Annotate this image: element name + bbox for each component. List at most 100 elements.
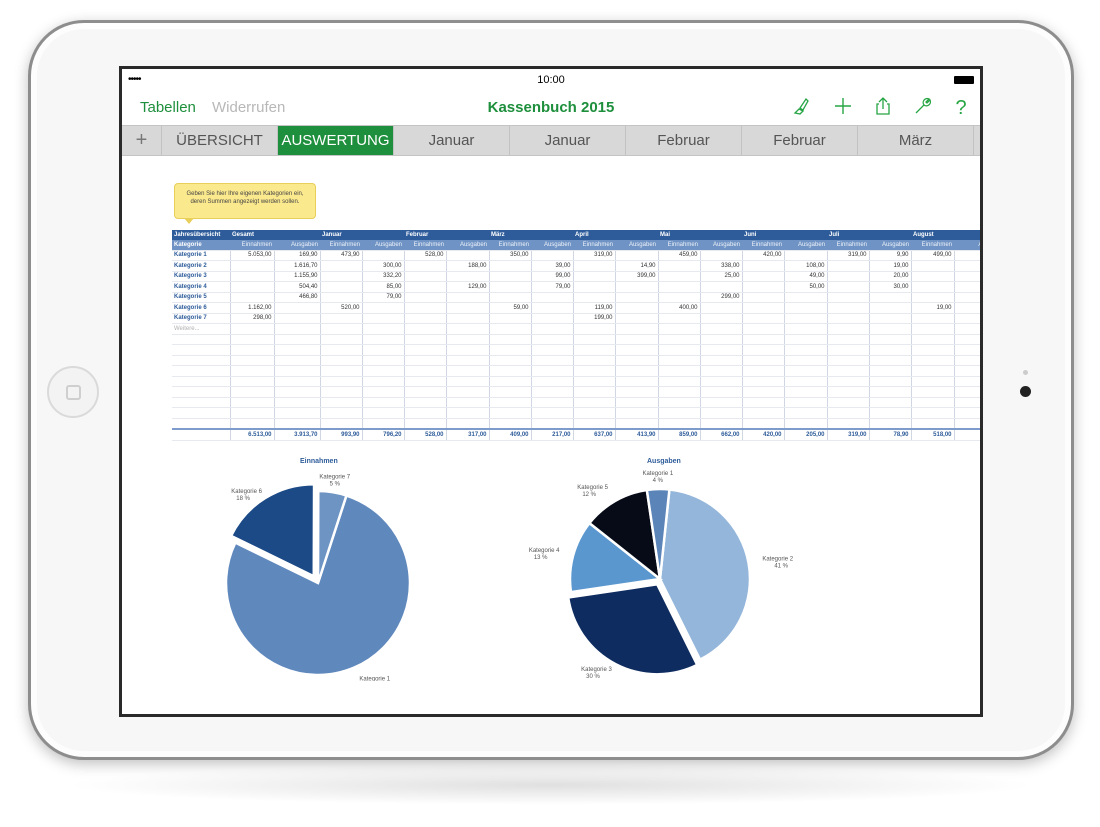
empty-cell[interactable] xyxy=(230,376,275,387)
einnahmen-pie-chart[interactable]: Kategorie 178 %Kategorie 618 %Kategorie … xyxy=(180,441,500,690)
empty-cell[interactable] xyxy=(615,386,659,398)
value-cell[interactable] xyxy=(274,313,321,324)
empty-cell[interactable] xyxy=(826,376,870,387)
empty-cell[interactable] xyxy=(362,386,405,398)
value-cell[interactable]: 85,00 xyxy=(362,281,405,293)
value-cell[interactable] xyxy=(615,313,659,324)
value-cell[interactable]: 59,00 xyxy=(488,302,532,314)
value-cell[interactable] xyxy=(826,281,870,293)
value-cell[interactable] xyxy=(784,302,828,314)
empty-cell[interactable] xyxy=(741,397,785,408)
empty-cell[interactable] xyxy=(784,397,828,408)
value-cell[interactable] xyxy=(319,313,363,324)
empty-cell[interactable] xyxy=(531,397,574,408)
value-cell[interactable]: 1.616,70 xyxy=(274,260,321,272)
empty-cell[interactable] xyxy=(230,407,275,419)
empty-cell[interactable] xyxy=(954,397,980,408)
empty-cell[interactable] xyxy=(488,418,532,429)
empty-cell[interactable] xyxy=(910,407,955,419)
empty-cell[interactable] xyxy=(172,386,231,398)
value-cell[interactable]: 30,00 xyxy=(869,281,912,293)
empty-cell[interactable] xyxy=(403,376,447,387)
empty-cell[interactable] xyxy=(954,407,980,419)
empty-cell[interactable] xyxy=(403,418,447,429)
value-cell[interactable]: 504,40 xyxy=(274,281,321,293)
empty-cell[interactable] xyxy=(910,418,955,429)
empty-cell[interactable] xyxy=(319,397,363,408)
empty-cell[interactable] xyxy=(362,334,405,345)
empty-cell[interactable] xyxy=(869,376,912,387)
value-cell[interactable]: 400,00 xyxy=(657,302,701,314)
tab-maerz[interactable]: März xyxy=(858,126,974,155)
empty-cell[interactable] xyxy=(657,334,701,345)
empty-cell[interactable] xyxy=(826,355,870,366)
empty-cell[interactable] xyxy=(488,376,532,387)
value-cell[interactable]: 300,00 xyxy=(362,260,405,272)
category-cell[interactable]: Kategorie 6 xyxy=(172,302,231,314)
empty-cell[interactable] xyxy=(446,344,490,356)
value-cell[interactable] xyxy=(230,292,275,303)
empty-cell[interactable] xyxy=(230,344,275,356)
empty-cell[interactable] xyxy=(362,376,405,387)
value-cell[interactable] xyxy=(910,281,955,293)
empty-cell[interactable] xyxy=(403,365,447,377)
value-cell[interactable] xyxy=(446,250,490,261)
empty-cell[interactable] xyxy=(954,365,980,377)
empty-cell[interactable] xyxy=(784,386,828,398)
empty-cell[interactable] xyxy=(488,365,532,377)
empty-cell[interactable] xyxy=(869,334,912,345)
empty-cell[interactable] xyxy=(700,344,743,356)
value-cell[interactable]: 108,00 xyxy=(784,260,828,272)
empty-cell[interactable] xyxy=(319,418,363,429)
value-cell[interactable] xyxy=(826,271,870,282)
value-cell[interactable]: 39,00 xyxy=(531,260,574,272)
empty-cell[interactable] xyxy=(531,386,574,398)
value-cell[interactable] xyxy=(741,271,785,282)
value-cell[interactable]: 14,90 xyxy=(615,260,659,272)
empty-cell[interactable] xyxy=(572,344,616,356)
category-cell[interactable]: Weitere... xyxy=(172,323,231,335)
value-cell[interactable] xyxy=(446,302,490,314)
empty-cell[interactable] xyxy=(869,365,912,377)
empty-cell[interactable] xyxy=(572,386,616,398)
value-cell[interactable] xyxy=(488,260,532,272)
value-cell[interactable] xyxy=(615,302,659,314)
value-cell[interactable] xyxy=(403,271,447,282)
value-cell[interactable] xyxy=(700,302,743,314)
empty-cell[interactable] xyxy=(657,397,701,408)
value-cell[interactable] xyxy=(403,313,447,324)
empty-cell[interactable] xyxy=(362,418,405,429)
empty-cell[interactable] xyxy=(784,365,828,377)
empty-cell[interactable] xyxy=(531,365,574,377)
value-cell[interactable] xyxy=(826,323,870,335)
empty-cell[interactable] xyxy=(784,334,828,345)
empty-cell[interactable] xyxy=(954,334,980,345)
value-cell[interactable] xyxy=(657,292,701,303)
category-cell[interactable]: Kategorie 2 xyxy=(172,260,231,272)
empty-cell[interactable] xyxy=(869,418,912,429)
empty-cell[interactable] xyxy=(741,386,785,398)
empty-cell[interactable] xyxy=(446,386,490,398)
value-cell[interactable] xyxy=(615,292,659,303)
empty-cell[interactable] xyxy=(230,334,275,345)
pie-slice-kategorie-3[interactable] xyxy=(566,582,699,676)
value-cell[interactable] xyxy=(531,302,574,314)
value-cell[interactable]: 9,90 xyxy=(869,250,912,261)
empty-cell[interactable] xyxy=(172,355,231,366)
value-cell[interactable] xyxy=(230,260,275,272)
value-cell[interactable]: 79,00 xyxy=(362,292,405,303)
empty-cell[interactable] xyxy=(488,344,532,356)
category-cell[interactable]: Kategorie 3 xyxy=(172,271,231,282)
empty-cell[interactable] xyxy=(657,407,701,419)
value-cell[interactable] xyxy=(657,260,701,272)
empty-cell[interactable] xyxy=(615,418,659,429)
empty-cell[interactable] xyxy=(700,334,743,345)
value-cell[interactable] xyxy=(531,313,574,324)
value-cell[interactable] xyxy=(615,323,659,335)
empty-cell[interactable] xyxy=(784,418,828,429)
value-cell[interactable]: 50,00 xyxy=(784,281,828,293)
empty-cell[interactable] xyxy=(230,365,275,377)
empty-cell[interactable] xyxy=(172,344,231,356)
empty-cell[interactable] xyxy=(700,407,743,419)
value-cell[interactable] xyxy=(488,292,532,303)
